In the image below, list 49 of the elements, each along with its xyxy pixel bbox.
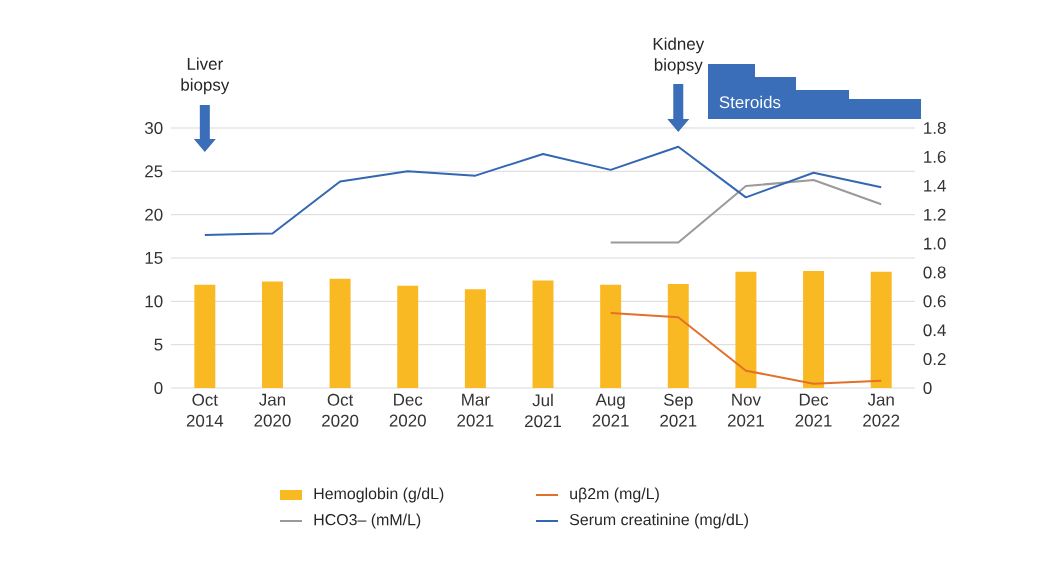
bar bbox=[803, 271, 825, 388]
bar bbox=[870, 271, 892, 388]
bar bbox=[667, 284, 689, 388]
x-tick-label: Sep 2021 bbox=[660, 393, 697, 427]
y2-tick-label: 1.6 bbox=[924, 150, 946, 163]
y-tick-label: 0 bbox=[154, 382, 163, 394]
line-series bbox=[609, 311, 883, 385]
y-tick-label: 10 bbox=[145, 295, 163, 308]
y2-tick-label: 1.8 bbox=[924, 122, 946, 134]
y2-tick-label: 0 bbox=[923, 382, 932, 394]
bar bbox=[397, 285, 419, 388]
line-series bbox=[203, 145, 883, 236]
x-tick-label: Jan 2020 bbox=[254, 393, 291, 427]
line-series bbox=[609, 179, 883, 244]
bar bbox=[464, 289, 486, 388]
y-tick-label: 5 bbox=[154, 338, 163, 351]
y2-tick-label: 0.6 bbox=[923, 295, 946, 308]
bar bbox=[600, 284, 622, 388]
bar bbox=[261, 281, 283, 388]
x-tick-label: Aug 2021 bbox=[592, 393, 629, 427]
legend-label: HCO3– (mM/L) bbox=[314, 513, 421, 529]
y2-tick-label: 1.4 bbox=[924, 179, 946, 192]
bar bbox=[735, 271, 757, 388]
x-tick-label: Mar 2021 bbox=[457, 393, 494, 427]
x-tick-label: Dec 2020 bbox=[389, 393, 426, 427]
legend-label: Serum creatinine (mg/dL) bbox=[569, 513, 749, 529]
y2-tick-label: 0.4 bbox=[923, 324, 946, 337]
y-tick-label: 30 bbox=[144, 122, 163, 134]
y-tick-label: 25 bbox=[145, 165, 163, 178]
bar bbox=[194, 284, 216, 388]
bar bbox=[532, 280, 554, 388]
y2-tick-label: 0.8 bbox=[923, 266, 946, 279]
text: Liver biopsy bbox=[181, 57, 230, 95]
y-tick-label: 15 bbox=[145, 252, 163, 264]
x-tick-label: Jan 2022 bbox=[863, 393, 900, 427]
y2-tick-label: 1.0 bbox=[924, 237, 946, 250]
text: Steroids bbox=[719, 95, 781, 109]
legend-label: Hemoglobin (g/dL) bbox=[314, 487, 444, 503]
x-tick-label: Dec 2021 bbox=[795, 393, 832, 427]
x-tick-label: Nov 2021 bbox=[727, 393, 764, 427]
x-tick-label: Oct 2014 bbox=[186, 393, 224, 427]
text: Kidney biopsy bbox=[653, 37, 705, 75]
x-tick-label: Oct 2020 bbox=[322, 393, 359, 427]
x-tick-label: Jul 2021 bbox=[525, 393, 562, 428]
y-tick-label: 20 bbox=[145, 208, 163, 221]
bar bbox=[329, 278, 351, 388]
legend-label: uβ2m (mg/L) bbox=[570, 487, 659, 503]
y2-tick-label: 1.2 bbox=[924, 208, 946, 221]
y2-tick-label: 0.2 bbox=[923, 353, 946, 366]
